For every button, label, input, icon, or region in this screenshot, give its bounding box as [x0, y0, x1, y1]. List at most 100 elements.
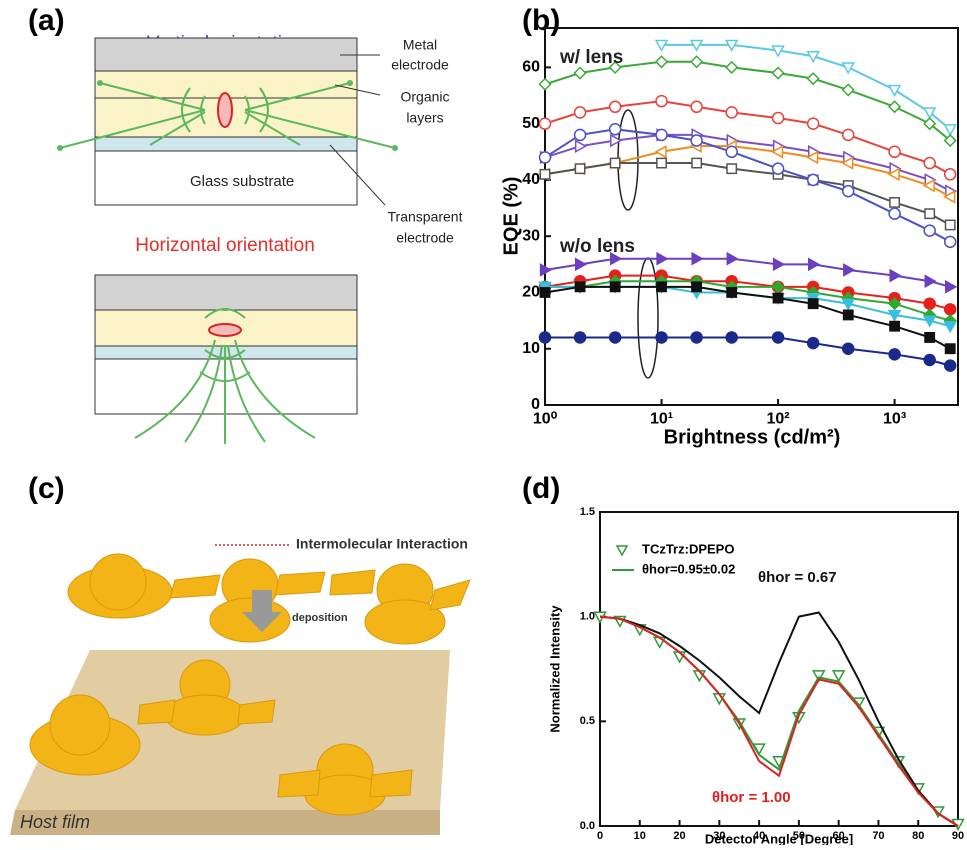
- y-tick-label: 50: [522, 115, 540, 132]
- x-tick-label: 30: [713, 830, 725, 842]
- y-tick-label: 20: [522, 284, 540, 301]
- marker: [538, 77, 552, 91]
- marker: [888, 207, 901, 220]
- marker: [842, 309, 854, 321]
- marker: [656, 251, 669, 266]
- arrow-heads: [57, 80, 398, 151]
- marker: [943, 303, 957, 316]
- marker: [888, 100, 902, 114]
- marker: [690, 134, 703, 147]
- marker: [943, 359, 957, 372]
- deposition-arrow: [242, 590, 282, 632]
- transparent-layer: [94, 136, 358, 152]
- marker: [655, 128, 668, 142]
- marker: [841, 342, 855, 355]
- dipole: [208, 323, 242, 337]
- metal-layer: [94, 274, 358, 311]
- marker: [574, 139, 588, 153]
- y-tick-label: 30: [522, 227, 540, 244]
- x-tick-label: 10: [634, 830, 646, 842]
- marker: [812, 670, 826, 683]
- marker: [654, 145, 667, 159]
- metal-label: Metal: [403, 37, 437, 53]
- y-axis-label: EQE (%): [500, 177, 522, 256]
- marker: [806, 50, 820, 64]
- marker: [690, 55, 704, 69]
- marker: [923, 117, 937, 131]
- y-tick-label: 40: [522, 171, 540, 188]
- x-tick-label: 50: [793, 830, 805, 842]
- organic-label: Organic: [400, 89, 449, 105]
- y-axis-label: Normalized Intensity: [547, 605, 562, 733]
- marker: [573, 331, 587, 344]
- marker: [923, 353, 936, 367]
- x-tick-label: 10²: [767, 411, 790, 428]
- x-tick-label: 20: [673, 830, 685, 842]
- marker: [538, 331, 552, 344]
- marker: [841, 185, 855, 198]
- marker: [538, 151, 552, 164]
- plot-frame: [599, 511, 959, 827]
- marker: [771, 331, 785, 344]
- marker: [943, 235, 957, 248]
- annotation: w/o lens: [559, 236, 635, 257]
- x-tick-label: 10¹: [650, 411, 673, 428]
- marker: [655, 331, 668, 344]
- x-tick-label: 0: [597, 830, 603, 842]
- glass-layer: [94, 150, 358, 206]
- marker: [771, 45, 785, 58]
- marker: [689, 39, 704, 52]
- marker: [726, 251, 739, 266]
- organic-label: layers: [406, 110, 443, 126]
- x-tick-label: 60: [833, 830, 845, 842]
- marker: [806, 336, 820, 350]
- marker: [922, 107, 937, 120]
- dipole: [217, 92, 233, 128]
- marker: [608, 123, 622, 136]
- y-tick-label: 1.0: [580, 611, 595, 623]
- y-tick-label: 60: [522, 59, 540, 76]
- marker: [690, 331, 703, 344]
- marker: [656, 281, 667, 293]
- transparent-label: Transparent: [388, 209, 463, 225]
- marker: [922, 178, 935, 193]
- marker: [944, 219, 956, 231]
- marker: [806, 150, 819, 165]
- marker: [691, 157, 703, 169]
- series-line: [544, 285, 951, 350]
- marker: [888, 348, 901, 361]
- marker: [923, 224, 936, 237]
- marker: [945, 280, 958, 294]
- marker: [574, 257, 588, 272]
- marker: [724, 39, 739, 52]
- marker: [608, 331, 622, 344]
- marker: [771, 111, 785, 125]
- annotation: θhor = 1.00: [712, 789, 791, 806]
- marker: [923, 156, 936, 170]
- annotation: θhor = 0.67: [758, 569, 837, 586]
- marker: [654, 55, 669, 69]
- legend-label: θhor=0.95±0.02: [642, 561, 735, 576]
- marker: [888, 145, 901, 158]
- legend-text: Intermolecular Interaction: [296, 536, 468, 552]
- marker: [888, 297, 902, 311]
- marker: [725, 145, 738, 158]
- annotation: w/ lens: [559, 47, 623, 68]
- marker: [690, 100, 703, 113]
- plot-frame: [544, 27, 959, 406]
- marker: [806, 72, 820, 86]
- series-line: [545, 285, 951, 328]
- marker: [725, 106, 738, 119]
- marker: [841, 128, 855, 142]
- panel-c: (c) Intermolecular Interaction Host film…: [10, 472, 471, 835]
- panel-label: (d): [522, 472, 560, 505]
- x-axis-label: Brightness (cd/m²): [664, 426, 841, 448]
- x-tick-label: 10³: [883, 411, 906, 428]
- leader-lines: [329, 54, 386, 206]
- marker: [924, 208, 936, 220]
- legend-label: TCzTrz:DPEPO: [642, 541, 734, 556]
- marker: [726, 163, 738, 175]
- marker: [807, 257, 821, 272]
- marker: [924, 332, 936, 343]
